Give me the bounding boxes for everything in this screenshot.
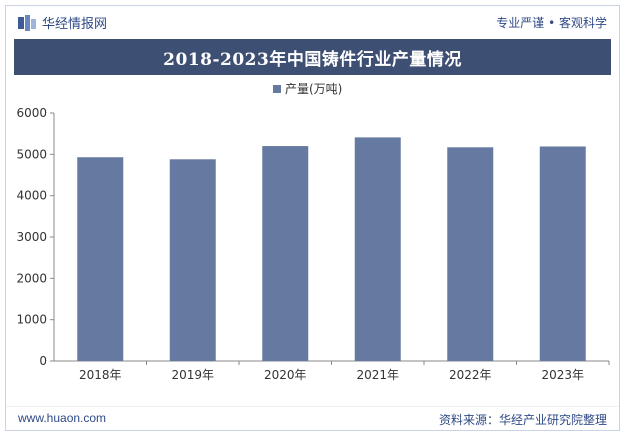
x-tick-label: 2018年 xyxy=(79,368,122,382)
tagline: 专业严谨 • 客观科学 xyxy=(496,16,607,30)
chart-title: 2018-2023年中国铸件行业产量情况 xyxy=(163,49,462,70)
bar xyxy=(169,159,216,361)
footer: www.huaon.com 资料来源：华经产业研究院整理 xyxy=(6,406,619,430)
y-tick-label: 5000 xyxy=(16,147,47,161)
brand-logo-icon xyxy=(18,14,36,31)
bar xyxy=(539,146,586,361)
x-tick-label: 2023年 xyxy=(541,368,584,382)
bar xyxy=(354,137,401,361)
y-tick-label: 1000 xyxy=(16,313,47,327)
y-tick-label: 3000 xyxy=(16,230,47,244)
top-bar: 华经情报网 专业严谨 • 客观科学 xyxy=(6,6,619,36)
x-tick-label: 2020年 xyxy=(264,368,307,382)
bar xyxy=(447,147,494,361)
brand-name: 华经情报网 xyxy=(42,17,108,32)
y-tick-label: 6000 xyxy=(16,106,47,120)
x-tick-label: 2019年 xyxy=(171,368,214,382)
brand: 华经情报网 xyxy=(18,13,107,32)
bar xyxy=(77,157,124,361)
x-tick-label: 2021年 xyxy=(356,368,399,382)
chart-frame: 华经情报网 专业严谨 • 客观科学 2018-2023年中国铸件行业产量情况 产… xyxy=(5,5,620,431)
data-source: 资料来源：华经产业研究院整理 xyxy=(438,413,607,427)
bar xyxy=(262,146,309,361)
y-tick-label: 0 xyxy=(39,354,47,368)
y-tick-label: 4000 xyxy=(16,189,47,203)
title-bar: 2018-2023年中国铸件行业产量情况 xyxy=(14,39,611,75)
legend-label: 产量(万吨) xyxy=(285,82,342,96)
legend-swatch xyxy=(273,85,281,93)
y-tick-label: 2000 xyxy=(16,271,47,285)
x-tick-label: 2022年 xyxy=(449,368,492,382)
bar-chart: 产量(万吨) 0 1000 2000 3000 4000 5000 6000 2018年 2019… xyxy=(16,82,610,382)
site-url[interactable]: www.huaon.com xyxy=(18,411,107,425)
